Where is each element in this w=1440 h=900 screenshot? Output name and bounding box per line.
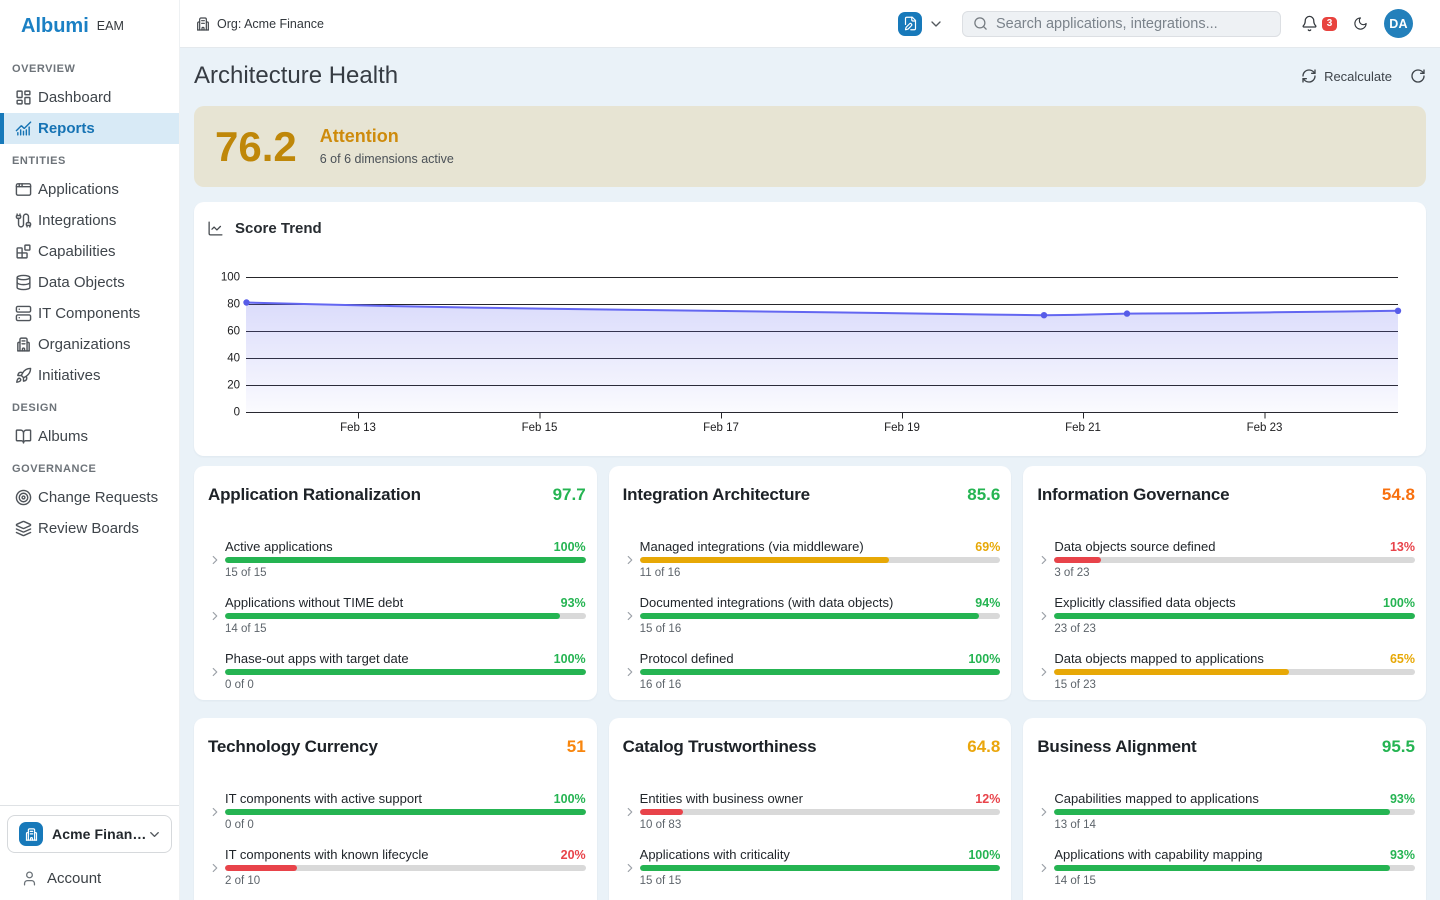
svg-text:Feb 17: Feb 17 [703, 422, 739, 434]
svg-text:60: 60 [227, 326, 240, 338]
svg-text:20: 20 [227, 380, 240, 392]
svg-text:Feb 13: Feb 13 [340, 422, 376, 434]
svg-text:80: 80 [227, 299, 240, 311]
svg-text:Feb 21: Feb 21 [1065, 422, 1101, 434]
svg-text:Feb 23: Feb 23 [1247, 422, 1283, 434]
svg-text:0: 0 [234, 407, 240, 419]
svg-text:Feb 15: Feb 15 [522, 422, 558, 434]
svg-text:100: 100 [221, 272, 240, 284]
svg-text:Feb 19: Feb 19 [884, 422, 920, 434]
svg-text:40: 40 [227, 353, 240, 365]
